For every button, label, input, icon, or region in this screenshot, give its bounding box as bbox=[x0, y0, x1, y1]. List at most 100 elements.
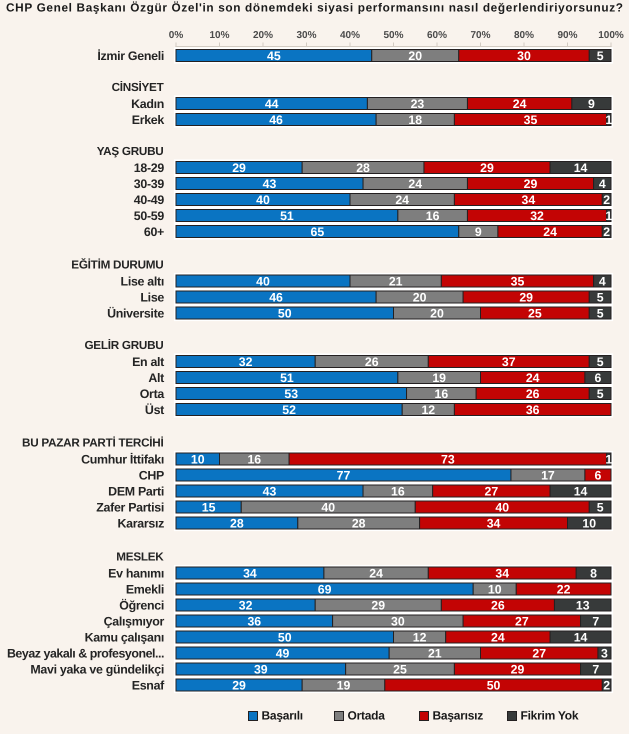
svg-text:34: 34 bbox=[495, 566, 509, 580]
svg-text:Lise: Lise bbox=[140, 291, 164, 305]
svg-text:Ortada: Ortada bbox=[348, 708, 386, 722]
svg-text:26: 26 bbox=[365, 355, 379, 369]
svg-text:27: 27 bbox=[515, 614, 529, 628]
svg-text:2: 2 bbox=[603, 193, 610, 207]
svg-text:36: 36 bbox=[247, 614, 261, 628]
svg-text:28: 28 bbox=[356, 161, 370, 175]
svg-text:20: 20 bbox=[413, 290, 427, 304]
svg-text:24: 24 bbox=[369, 566, 383, 580]
svg-text:Esnaf: Esnaf bbox=[132, 679, 165, 693]
svg-text:CHP Genel Başkanı Özgür Özel'i: CHP Genel Başkanı Özgür Özel'in son döne… bbox=[6, 1, 624, 15]
svg-text:29: 29 bbox=[511, 662, 525, 676]
svg-text:Erkek: Erkek bbox=[132, 113, 165, 127]
svg-text:46: 46 bbox=[269, 113, 283, 127]
svg-text:35: 35 bbox=[511, 274, 525, 288]
svg-text:26: 26 bbox=[491, 598, 505, 612]
svg-text:Beyaz yakalı & profesyonel...: Beyaz yakalı & profesyonel... bbox=[7, 647, 164, 661]
svg-text:60+: 60+ bbox=[144, 225, 164, 239]
svg-text:24: 24 bbox=[408, 177, 422, 191]
svg-text:5: 5 bbox=[597, 49, 604, 63]
svg-text:5: 5 bbox=[597, 387, 604, 401]
svg-text:18: 18 bbox=[408, 113, 422, 127]
svg-text:BU PAZAR PARTİ TERCİHİ: BU PAZAR PARTİ TERCİHİ bbox=[22, 435, 163, 449]
svg-text:30%: 30% bbox=[296, 30, 316, 41]
svg-text:Emekli: Emekli bbox=[126, 583, 164, 597]
svg-text:25: 25 bbox=[393, 662, 407, 676]
svg-text:1: 1 bbox=[605, 113, 612, 127]
svg-text:5: 5 bbox=[597, 355, 604, 369]
svg-text:9: 9 bbox=[475, 225, 482, 239]
svg-text:Orta: Orta bbox=[140, 387, 165, 401]
svg-text:10%: 10% bbox=[209, 30, 229, 41]
svg-text:MESLEK: MESLEK bbox=[116, 550, 164, 563]
svg-text:22: 22 bbox=[557, 582, 571, 596]
svg-text:29: 29 bbox=[232, 161, 246, 175]
svg-text:36: 36 bbox=[526, 403, 540, 417]
svg-text:50: 50 bbox=[278, 630, 292, 644]
svg-text:Kararsız: Kararsız bbox=[117, 517, 164, 531]
svg-text:51: 51 bbox=[280, 209, 294, 223]
svg-text:YAŞ GRUBU: YAŞ GRUBU bbox=[97, 145, 164, 158]
svg-text:En alt: En alt bbox=[132, 355, 164, 369]
svg-text:29: 29 bbox=[480, 161, 494, 175]
svg-text:69: 69 bbox=[318, 582, 332, 596]
svg-text:20: 20 bbox=[408, 49, 422, 63]
svg-text:35: 35 bbox=[524, 113, 538, 127]
svg-text:10: 10 bbox=[582, 516, 596, 530]
svg-text:29: 29 bbox=[524, 177, 538, 191]
svg-text:10: 10 bbox=[191, 452, 205, 466]
svg-text:6: 6 bbox=[595, 371, 602, 385]
svg-text:40: 40 bbox=[256, 193, 270, 207]
svg-text:53: 53 bbox=[284, 387, 298, 401]
svg-text:49: 49 bbox=[276, 646, 290, 660]
svg-text:46: 46 bbox=[269, 290, 283, 304]
svg-text:13: 13 bbox=[576, 598, 590, 612]
svg-text:Zafer Partisi: Zafer Partisi bbox=[96, 501, 164, 515]
svg-text:25: 25 bbox=[528, 306, 542, 320]
svg-text:50%: 50% bbox=[383, 30, 403, 41]
svg-text:24: 24 bbox=[395, 193, 409, 207]
svg-text:Alt: Alt bbox=[148, 371, 164, 385]
svg-text:23: 23 bbox=[411, 97, 425, 111]
svg-text:12: 12 bbox=[421, 403, 435, 417]
svg-text:27: 27 bbox=[485, 484, 499, 498]
svg-text:15: 15 bbox=[202, 500, 216, 514]
svg-text:18-29: 18-29 bbox=[134, 161, 165, 175]
svg-text:40%: 40% bbox=[340, 30, 360, 41]
svg-text:21: 21 bbox=[428, 646, 442, 660]
svg-text:45: 45 bbox=[267, 49, 281, 63]
svg-text:24: 24 bbox=[526, 371, 540, 385]
svg-text:Lise altı: Lise altı bbox=[121, 275, 164, 289]
svg-text:24: 24 bbox=[513, 97, 527, 111]
svg-text:İzmir Geneli: İzmir Geneli bbox=[97, 49, 164, 63]
svg-text:16: 16 bbox=[391, 484, 405, 498]
svg-text:7: 7 bbox=[592, 614, 599, 628]
svg-text:28: 28 bbox=[230, 516, 244, 530]
svg-text:Başarılı: Başarılı bbox=[262, 708, 303, 722]
svg-text:43: 43 bbox=[263, 484, 277, 498]
svg-text:43: 43 bbox=[263, 177, 277, 191]
svg-text:29: 29 bbox=[519, 290, 533, 304]
svg-text:GELİR GRUBU: GELİR GRUBU bbox=[84, 338, 163, 352]
svg-text:40: 40 bbox=[495, 500, 509, 514]
svg-text:28: 28 bbox=[352, 516, 366, 530]
svg-text:70%: 70% bbox=[470, 30, 490, 41]
svg-text:1: 1 bbox=[605, 452, 612, 466]
svg-text:29: 29 bbox=[232, 678, 246, 692]
svg-text:34: 34 bbox=[522, 193, 536, 207]
svg-text:50-59: 50-59 bbox=[134, 209, 165, 223]
svg-text:12: 12 bbox=[413, 630, 427, 644]
svg-text:30-39: 30-39 bbox=[134, 177, 165, 191]
svg-text:7: 7 bbox=[592, 662, 599, 676]
svg-text:Kamu çalışanı: Kamu çalışanı bbox=[85, 631, 164, 645]
svg-text:60%: 60% bbox=[427, 30, 447, 41]
svg-text:14: 14 bbox=[574, 630, 588, 644]
svg-text:Kadın: Kadın bbox=[131, 97, 164, 111]
svg-text:34: 34 bbox=[487, 516, 501, 530]
svg-text:30: 30 bbox=[391, 614, 405, 628]
svg-text:10: 10 bbox=[488, 582, 502, 596]
svg-text:Üniversite: Üniversite bbox=[107, 307, 164, 321]
svg-text:CHP: CHP bbox=[139, 469, 164, 483]
svg-text:26: 26 bbox=[526, 387, 540, 401]
svg-text:1: 1 bbox=[605, 209, 612, 223]
